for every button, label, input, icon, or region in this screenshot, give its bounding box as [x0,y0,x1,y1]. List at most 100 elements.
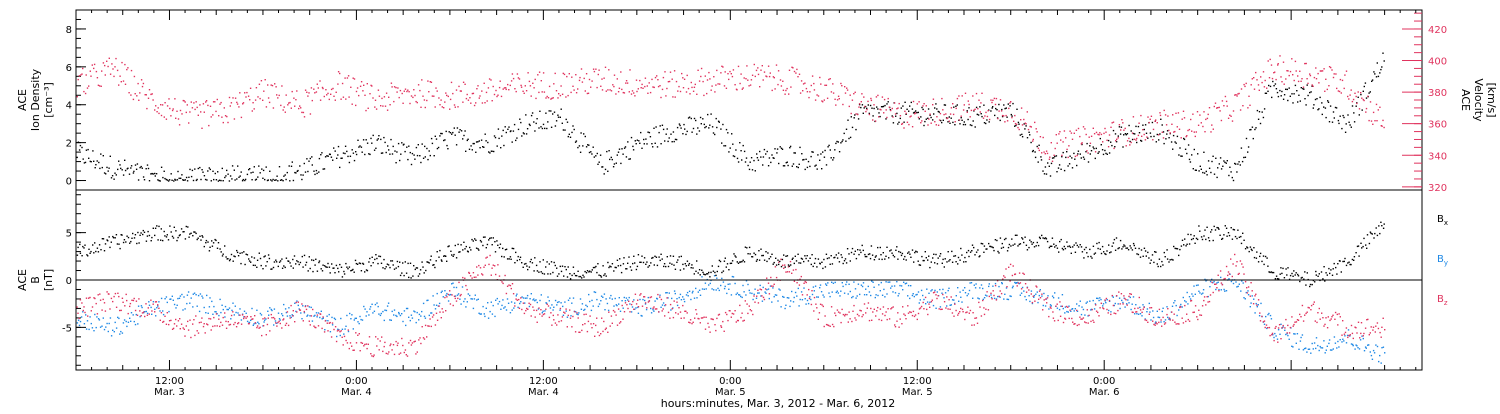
by-point [612,298,613,299]
bz-point [874,309,875,310]
velocity-point [675,96,676,97]
by-point [679,297,680,298]
bz-point [1228,271,1229,272]
bz-point [124,305,125,306]
bz-point [290,317,291,318]
by-point [445,295,446,296]
velocity-point [1264,86,1265,87]
ion-density-point [947,121,948,122]
bz-point [617,325,618,326]
bottom-ytick-label: -5 [62,323,72,334]
bz-point [1248,286,1249,287]
bz-point [927,314,928,315]
velocity-point [336,92,337,93]
by-point [439,303,440,304]
velocity-point [524,93,525,94]
velocity-point [877,95,878,96]
by-point [1192,296,1193,297]
bx-point [130,241,131,242]
ion-density-point [983,105,984,106]
by-point [1223,289,1224,290]
bz-point [974,318,975,319]
by-point [823,296,824,297]
bz-point [442,311,443,312]
ion-density-point [1281,95,1282,96]
bz-point [1266,324,1267,325]
ion-density-point [463,135,464,136]
bx-point [390,260,391,261]
bz-point [425,325,426,326]
ion-density-point [920,116,921,117]
bx-point [225,256,226,257]
bz-point [673,317,674,318]
ion-density-point [885,118,886,119]
by-point [326,316,327,317]
ion-density-point [704,127,705,128]
by-point [349,313,350,314]
ion-density-point [934,107,935,108]
bx-point [310,268,311,269]
ion-density-point [1185,149,1186,150]
by-point [436,305,437,306]
bz-point [802,294,803,295]
bz-point [977,323,978,324]
bz-point [1013,265,1014,266]
by-point [1273,337,1274,338]
velocity-point [895,113,896,114]
bx-point [453,256,454,257]
ion-density-point [1001,109,1002,110]
bz-point [740,317,741,318]
velocity-point [1129,144,1130,145]
velocity-point [936,124,937,125]
by-point [1280,324,1281,325]
bz-point [359,333,360,334]
by-point [478,299,479,300]
ion-density-point [568,136,569,137]
bx-point [246,254,247,255]
by-point [1141,315,1142,316]
velocity-point [141,79,142,80]
ion-density-point [222,168,223,169]
bz-point [869,320,870,321]
velocity-point [1140,115,1141,116]
by-point [909,298,910,299]
bz-point [229,324,230,325]
ion-density-point [868,104,869,105]
by-point [969,290,970,291]
ion-density-point [1348,122,1349,123]
bz-point [1239,273,1240,274]
bz-point [544,313,545,314]
ion-density-point [532,112,533,113]
ion-density-point [1061,156,1062,157]
by-point [129,318,130,319]
by-point [302,305,303,306]
bz-point [111,298,112,299]
bz-point [771,285,772,286]
by-point [601,296,602,297]
by-point [1160,321,1161,322]
ion-density-point [400,154,401,155]
ion-density-point [156,173,157,174]
bz-point [806,282,807,283]
ion-density-point [1066,151,1067,152]
bx-point [357,264,358,265]
velocity-point [1095,151,1096,152]
ion-density-point [716,127,717,128]
velocity-point [200,111,201,112]
ion-density-point [1325,107,1326,108]
velocity-point [468,100,469,101]
by-point [105,326,106,327]
ion-density-point [631,137,632,138]
velocity-point [1215,103,1216,104]
by-point [1325,352,1326,353]
ion-density-point [1345,132,1346,133]
velocity-point [531,95,532,96]
ion-density-point [254,166,255,167]
velocity-point [542,91,543,92]
velocity-point [1247,107,1248,108]
bz-point [962,311,963,312]
bz-point [368,344,369,345]
by-point [848,293,849,294]
by-point [889,281,890,282]
by-point [247,321,248,322]
